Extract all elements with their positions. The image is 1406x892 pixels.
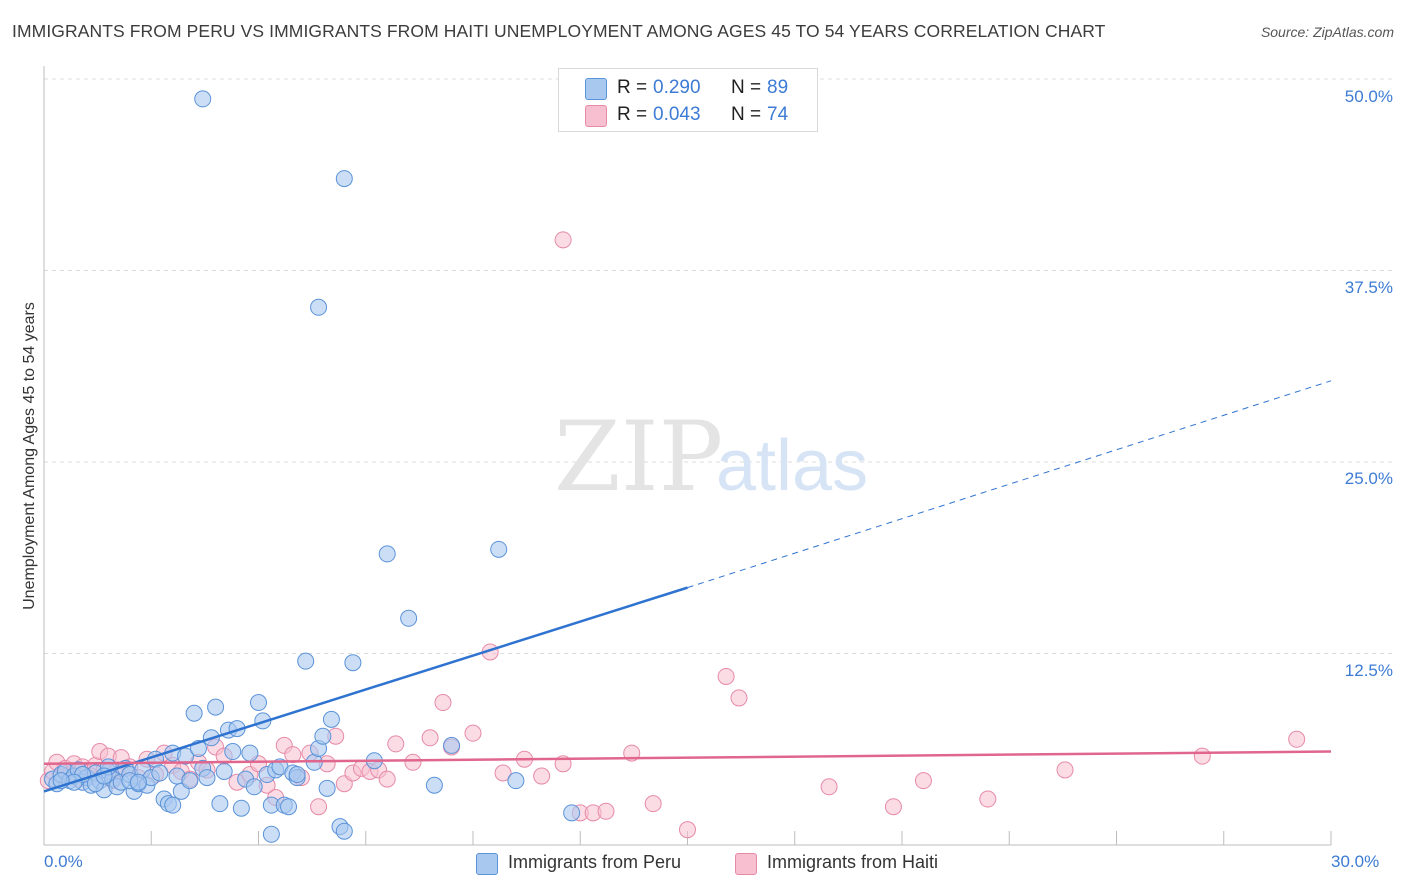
peru-point — [318, 779, 336, 797]
n-value: 89 — [767, 77, 789, 98]
haiti-point — [644, 795, 662, 813]
peru-point — [250, 694, 267, 712]
haiti-point — [597, 802, 615, 820]
peru-point — [297, 652, 315, 670]
peru-point — [215, 762, 233, 780]
y-tick-12-5: 12.5% — [1344, 661, 1393, 680]
peru-point — [314, 727, 332, 745]
peru-point — [151, 764, 169, 782]
peru-point — [443, 736, 461, 754]
peru-point — [198, 769, 216, 787]
legend-label: Immigrants from Haiti — [767, 852, 939, 872]
haiti-point — [730, 689, 748, 707]
correlation-legend: R = 0.290 N = 89 R = 0.043 N = 74 — [558, 68, 818, 132]
r-value: 0.043 — [653, 104, 701, 125]
haiti-point — [533, 767, 551, 785]
peru-point — [207, 698, 225, 716]
trend-lines — [43, 380, 1332, 793]
x-tick-30: 30.0% — [1331, 852, 1380, 871]
n-label: N = — [731, 104, 762, 125]
haiti-point — [1288, 730, 1306, 748]
haiti-point — [421, 729, 439, 747]
peru-trend-line — [43, 586, 688, 793]
peru-point — [344, 654, 362, 672]
n-label: N = — [731, 77, 762, 98]
watermark-zip: ZIP — [554, 401, 723, 513]
watermark-atlas: atlas — [716, 426, 868, 506]
haiti-point — [387, 735, 405, 753]
peru-point — [490, 540, 508, 558]
y-tick-50: 50.0% — [1344, 87, 1393, 106]
peru-swatch — [476, 853, 498, 875]
peru-point — [425, 776, 443, 794]
y-tick-25: 25.0% — [1344, 469, 1393, 488]
haiti-point — [554, 231, 572, 249]
source-label: Source: ZipAtlas.com — [1260, 24, 1394, 40]
haiti-point — [434, 694, 452, 712]
peru-point — [335, 170, 353, 188]
peru-point — [224, 743, 242, 761]
haiti-trend-line — [43, 750, 1332, 766]
peru-point — [211, 795, 229, 813]
haiti-point — [820, 778, 838, 796]
peru-point — [563, 804, 581, 822]
y-tick-37-5: 37.5% — [1344, 278, 1393, 297]
n-value: 74 — [767, 104, 789, 125]
peru-point — [241, 744, 259, 762]
peru-point — [185, 704, 203, 722]
haiti-point — [1193, 747, 1211, 765]
haiti-point — [404, 753, 422, 771]
haiti-swatch — [585, 105, 607, 127]
haiti-point — [717, 667, 735, 685]
haiti-point — [1056, 761, 1074, 779]
haiti-point — [884, 798, 902, 816]
haiti-point — [310, 798, 328, 816]
peru-point — [507, 772, 525, 790]
peru-point — [310, 298, 328, 316]
peru-point — [177, 747, 195, 765]
haiti-point — [464, 724, 482, 742]
peru-point — [322, 710, 340, 728]
peru-point — [288, 766, 306, 784]
peru-trend-extension — [687, 380, 1332, 589]
peru-point — [400, 609, 418, 627]
peru-point — [378, 545, 396, 563]
haiti-point — [494, 764, 512, 782]
peru-point — [129, 773, 147, 791]
haiti-point — [679, 821, 696, 839]
y-axis-label: Unemployment Among Ages 45 to 54 years — [21, 302, 38, 610]
peru-point — [280, 798, 298, 816]
r-label: R = — [617, 77, 648, 98]
peru-swatch — [585, 78, 607, 100]
peru-point — [181, 772, 199, 790]
haiti-point — [378, 770, 396, 788]
r-value: 0.290 — [653, 77, 701, 98]
x-tick-0: 0.0% — [44, 852, 83, 871]
peru-point — [262, 825, 280, 843]
peru-point — [335, 822, 353, 840]
legend-label: Immigrants from Peru — [508, 852, 682, 872]
haiti-point — [979, 790, 997, 808]
peru-points — [44, 90, 581, 843]
peru-point — [245, 778, 263, 796]
chart-title: IMMIGRANTS FROM PERU VS IMMIGRANTS FROM … — [12, 21, 1106, 41]
peru-point — [194, 90, 212, 108]
haiti-point — [914, 772, 932, 790]
peru-point — [164, 796, 182, 814]
peru-point — [232, 799, 250, 817]
r-label: R = — [617, 104, 648, 125]
haiti-swatch — [735, 853, 757, 875]
